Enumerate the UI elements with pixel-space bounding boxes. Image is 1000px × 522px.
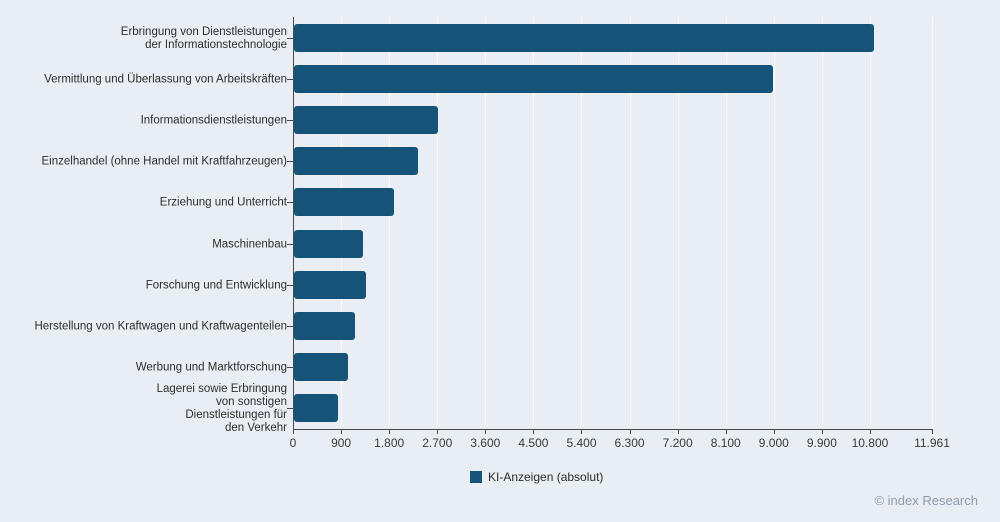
category-label-line: Werbung und Marktforschung [135,361,287,374]
y-axis-line [293,17,294,429]
x-tick-label-7: 6.300 [614,436,645,450]
category-tick-2 [287,120,293,121]
gridline [389,17,391,429]
category-tick-8 [287,367,293,368]
legend-swatch [470,471,482,483]
category-label-line: Vermittlung und Überlassung von Arbeitsk… [44,73,287,86]
category-tick-7 [287,326,293,327]
x-tick-label-5: 4.500 [518,436,549,450]
category-label-1: Vermittlung und Überlassung von Arbeitsk… [7,73,287,86]
gridline [869,17,871,429]
gridline [437,17,439,429]
category-label-line: Erziehung und Unterricht [159,196,287,209]
category-label-line: der Informationstechnologie [145,38,287,51]
x-axis-line [293,429,932,430]
gridline [485,17,487,429]
x-tick-9 [725,429,727,434]
category-label-9: Lagerei sowie Erbringung von sonstigen Die… [7,383,287,435]
category-tick-0 [287,38,293,39]
category-label-line: von sonstigen [216,396,287,409]
category-label-line: Informationsdienstleistungen [140,114,287,127]
x-tick-label-3: 2.700 [422,436,453,450]
legend-label: KI-Anzeigen (absolut) [488,470,604,484]
category-tick-3 [287,161,293,162]
x-tick-11 [821,429,823,434]
x-tick-1 [341,429,343,434]
x-tick-label-0: 0 [289,436,297,450]
bar-4 [294,188,394,217]
x-tick-label-10: 9.000 [758,436,789,450]
x-tick-label-6: 5.400 [566,436,597,450]
x-tick-3 [437,429,439,434]
category-tick-9 [287,408,293,409]
x-tick-label-8: 7.200 [662,436,693,450]
category-label-6: Forschung und Entwicklung [7,279,287,292]
bar-5 [294,229,364,258]
x-tick-0 [293,429,294,434]
x-tick-12 [869,429,871,434]
category-label-line: Einzelhandel (ohne Handel mit Kraftfahrz… [41,155,287,168]
bar-1 [294,64,773,93]
x-tick-4 [485,429,487,434]
x-tick-2 [389,429,391,434]
bar-2 [294,106,439,134]
x-tick-label-9: 8.100 [710,436,741,450]
bar-8 [294,353,348,382]
category-label-line: Herstellung von Kraftwagen und Kraftwage… [34,320,287,333]
bar-0 [294,23,875,52]
x-tick-7 [629,429,631,434]
bar-6 [294,270,367,299]
x-tick-8 [677,429,679,434]
x-tick-13 [932,429,933,434]
category-label-4: Erziehung und Unterricht [7,197,287,210]
copyright-label: © index Research [874,493,978,508]
category-tick-6 [287,285,293,286]
x-tick-label-2: 1.800 [374,436,405,450]
category-label-5: Maschinenbau [7,238,287,251]
category-label-8: Werbung und Marktforschung [7,362,287,375]
bar-7 [294,312,355,340]
category-label-line: Dienstleistungen für [185,409,287,422]
gridline [725,17,727,429]
bar-3 [294,147,419,176]
category-label-line: Maschinenbau [212,238,287,251]
category-tick-4 [287,202,293,203]
gridline [773,17,775,429]
legend: KI-Anzeigen (absolut) [470,470,603,484]
x-tick-label-1: 900 [331,436,352,450]
category-label-3: Einzelhandel (ohne Handel mit Kraftfahrz… [7,156,287,169]
x-tick-label-12: 10.800 [851,436,889,450]
x-tick-label-11: 9.900 [806,436,837,450]
x-tick-label-4: 3.600 [470,436,501,450]
category-label-line: den Verkehr [224,422,287,435]
gridline [533,17,535,429]
x-tick-label-13: 11.961 [914,436,950,450]
category-tick-1 [287,79,293,80]
category-label-line: Lagerei sowie Erbringung [156,383,287,396]
gridline [677,17,679,429]
gridline [821,17,823,429]
category-tick-5 [287,244,293,245]
category-label-line: Forschung und Entwicklung [145,279,287,292]
category-label-0: Erbringung von Dienstleistungen der Infor… [7,26,287,52]
x-tick-6 [581,429,583,434]
x-tick-10 [773,429,775,434]
gridline [581,17,583,429]
gridline [341,17,343,429]
category-label-2: Informationsdienstleistungen [7,115,287,128]
gridline [932,17,933,429]
gridline [629,17,631,429]
x-tick-5 [533,429,535,434]
bar-9 [294,394,338,423]
category-label-line: Erbringung von Dienstleistungen [120,25,287,38]
category-label-7: Herstellung von Kraftwagen und Kraftwage… [7,321,287,334]
